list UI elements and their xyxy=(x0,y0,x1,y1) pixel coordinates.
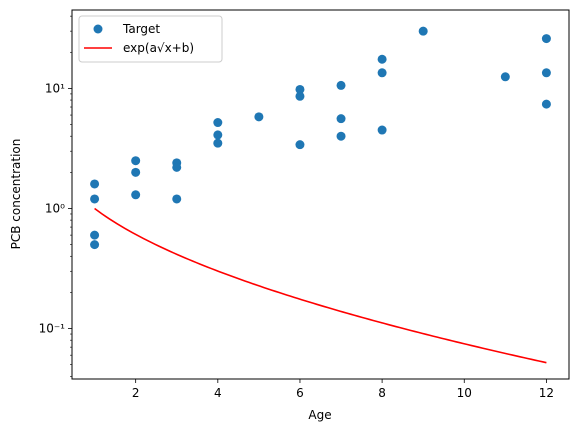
target-point xyxy=(418,26,428,36)
y-tick-label: 10¹ xyxy=(45,81,65,95)
plot-area xyxy=(72,10,569,379)
x-axis-label: Age xyxy=(308,408,331,422)
target-point xyxy=(541,34,551,44)
x-tick-label: 8 xyxy=(378,386,386,400)
target-point xyxy=(336,114,346,124)
y-tick-label: 10⁰ xyxy=(45,201,65,215)
x-tick-label: 4 xyxy=(214,386,222,400)
target-point xyxy=(295,84,305,94)
target-point xyxy=(131,167,141,177)
target-point xyxy=(295,140,305,150)
target-point xyxy=(254,112,264,122)
target-point xyxy=(90,179,100,189)
fit-curve-layer xyxy=(94,207,547,364)
x-ticks: 2 4 6 8 10 12 xyxy=(132,379,554,400)
target-point xyxy=(541,68,551,78)
y-axis-label: PCB concentration xyxy=(9,139,23,250)
y-ticks: 10⁻¹ 10⁰ 10¹ xyxy=(39,15,72,377)
target-point xyxy=(213,118,223,128)
target-point xyxy=(213,138,223,148)
target-point xyxy=(295,91,305,101)
y-tick-label: 10⁻¹ xyxy=(39,322,66,336)
target-point xyxy=(90,240,100,250)
target-point xyxy=(336,80,346,90)
target-point xyxy=(377,54,387,64)
target-point xyxy=(377,68,387,78)
target-point xyxy=(172,194,182,204)
plot-frame xyxy=(71,9,570,380)
target-point xyxy=(500,72,510,82)
target-point xyxy=(213,130,223,140)
target-point xyxy=(90,194,100,204)
legend-label-fit: exp(a√x+b) xyxy=(123,41,194,55)
target-point xyxy=(90,230,100,240)
x-tick-label: 6 xyxy=(296,386,304,400)
legend-label-target: Target xyxy=(122,22,160,36)
target-point xyxy=(172,162,182,172)
x-tick-label: 2 xyxy=(132,386,140,400)
x-tick-label: 10 xyxy=(457,386,472,400)
legend-box xyxy=(78,15,223,63)
target-point xyxy=(377,125,387,135)
legend: Target exp(a√x+b) xyxy=(78,15,223,63)
target-point xyxy=(131,190,141,200)
target-point xyxy=(541,99,551,109)
x-tick-label: 12 xyxy=(539,386,554,400)
target-point xyxy=(336,131,346,141)
points-layer xyxy=(90,26,551,250)
target-point xyxy=(131,156,141,166)
fit-curve-line xyxy=(94,207,547,364)
legend-marker-target xyxy=(93,24,103,34)
